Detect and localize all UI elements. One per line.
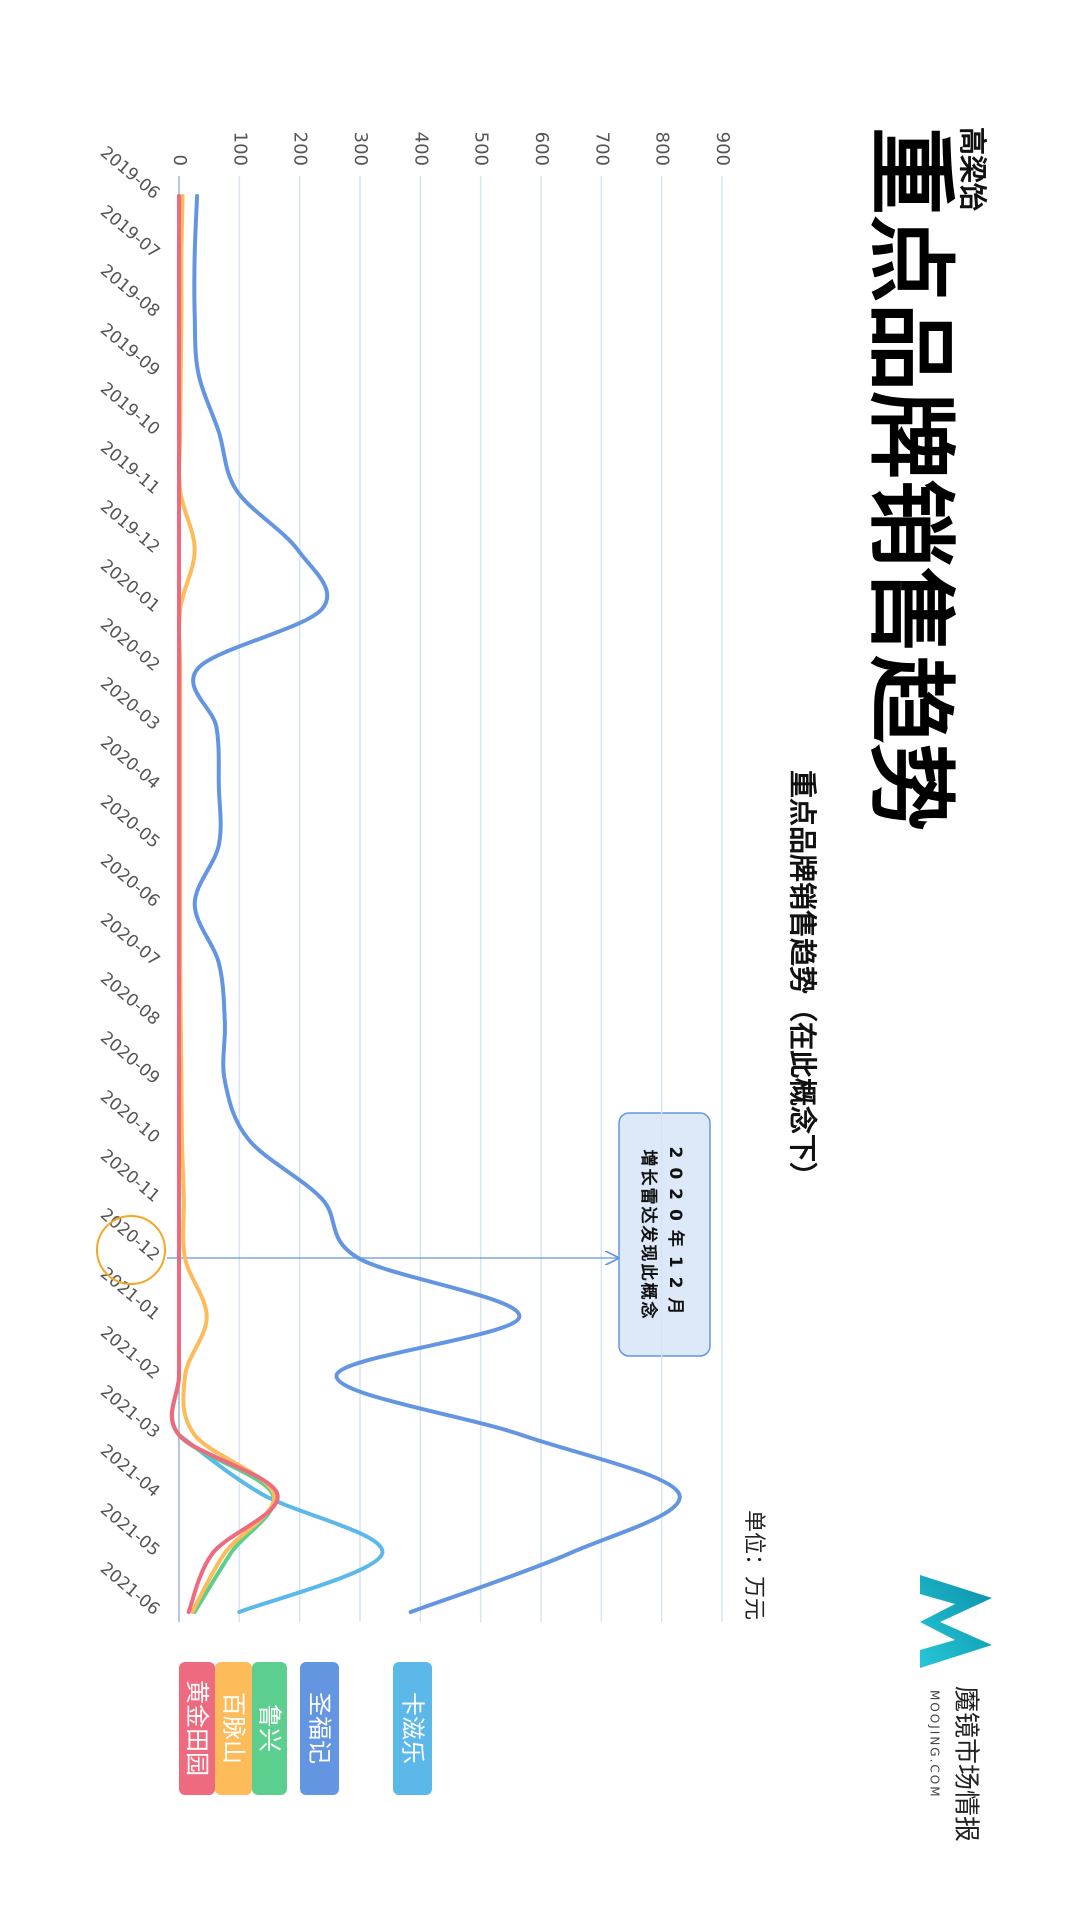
y-tick-label: 700 (591, 132, 612, 166)
logo-mark (920, 1575, 992, 1668)
x-tick-label: 2020-09 (96, 1028, 163, 1089)
x-tick-label: 2020-07 (96, 910, 163, 971)
highlight-circle (96, 1215, 166, 1285)
y-tick-label: 800 (652, 132, 673, 166)
author: 高梁饴 (956, 127, 989, 211)
x-tick-label: 2019-09 (96, 320, 163, 381)
x-tick-label: 2019-07 (96, 202, 163, 263)
x-tick-label: 2020-01 (96, 556, 163, 617)
legend-swatch (179, 1662, 215, 1795)
legend-label: 鲁兴 (256, 1704, 284, 1752)
x-tick-label: 2021-04 (96, 1441, 163, 1502)
y-tick-label: 200 (290, 132, 311, 166)
x-tick-label: 2021-03 (96, 1382, 163, 1443)
legend-label: 百脉山 (220, 1692, 248, 1764)
y-tick-label: 600 (531, 132, 552, 166)
x-tick-label: 2020-10 (96, 1087, 163, 1148)
y-tick-label: 300 (350, 132, 371, 166)
logo-name: 魔镜市场情报 (951, 1686, 981, 1842)
chart-subtitle: 重点品牌销售趋势（在此概念下） (786, 770, 819, 1190)
annotation-box (618, 1112, 711, 1357)
series-line (169, 194, 280, 1614)
y-tick-label: 400 (410, 132, 431, 166)
x-tick-label: 2020-04 (96, 733, 163, 794)
chart-title: 重点品牌销售趋势 (859, 127, 962, 831)
y-tick-label: 900 (712, 132, 733, 166)
annotation-line: 2020年12月 (665, 1147, 686, 1324)
x-tick-label: 2021-05 (96, 1500, 163, 1561)
x-tick-label: 2020-12 (96, 1205, 163, 1266)
annotation-line: 增长雷达发现此概念 (638, 1150, 659, 1321)
unit-label: 单位：万元 (741, 1510, 766, 1620)
legend-label: 圣福记 (306, 1692, 334, 1764)
y-tick-label: 500 (471, 132, 492, 166)
x-tick-label: 2019-10 (96, 379, 163, 440)
x-tick-label: 2019-12 (96, 497, 163, 558)
logo-site: MOOJING.COM (928, 1690, 942, 1799)
legend-swatch (300, 1662, 339, 1795)
x-tick-label: 2020-02 (96, 615, 163, 676)
x-tick-label: 2021-02 (96, 1323, 163, 1384)
x-tick-label: 2019-11 (96, 438, 163, 499)
legend-swatch (215, 1662, 252, 1795)
legend-swatch (252, 1662, 287, 1795)
x-tick-label: 2019-08 (96, 261, 163, 322)
x-tick-label: 2021-06 (96, 1559, 163, 1620)
y-tick-label: 0 (169, 155, 190, 166)
x-tick-label: 2020-11 (96, 1146, 163, 1207)
series-line (170, 194, 276, 1614)
series-line (191, 194, 682, 1614)
y-tick-label: 100 (229, 132, 250, 166)
x-tick-label: 2020-08 (96, 969, 163, 1030)
x-tick-label: 2019-06 (96, 143, 163, 204)
legend-label: 黄金田园 (183, 1680, 211, 1776)
x-tick-label: 2020-03 (96, 674, 163, 735)
x-tick-label: 2020-05 (96, 792, 163, 853)
series-line (177, 1433, 385, 1614)
legend-label: 卡滋乐 (399, 1692, 427, 1764)
x-tick-label: 2020-06 (96, 851, 163, 912)
legend-swatch (393, 1662, 432, 1795)
